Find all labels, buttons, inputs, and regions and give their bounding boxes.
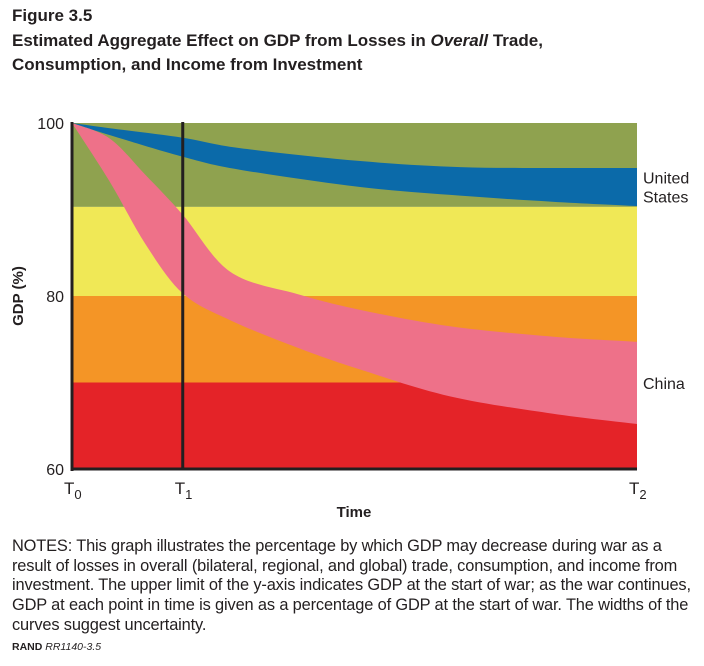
figure-notes: NOTES: This graph illustrates the percen…	[12, 537, 691, 634]
series-band-china	[72, 123, 637, 425]
x-tick-label: T2	[629, 479, 647, 502]
figure-title-line2: Consumption, and Income from Investment	[12, 55, 363, 74]
y-tick-label: 60	[46, 462, 64, 479]
x-tick-labels: T0 T1 T2	[64, 479, 647, 502]
series-band-united-states	[72, 123, 637, 207]
y-tick-label: 100	[37, 116, 64, 133]
x-axis-label: Time	[337, 504, 372, 521]
series-label: China	[643, 376, 685, 393]
figure-title-part2: Trade,	[488, 31, 543, 50]
y-axis-label: GDP (%)	[10, 266, 27, 326]
series-label: United	[643, 171, 689, 188]
x-tick-label: T1	[175, 479, 193, 502]
x-tick-label: T0	[64, 479, 82, 502]
figure-label: Figure 3.5	[12, 6, 93, 25]
figure-title-italic: Overall	[430, 31, 489, 50]
series-labels: United States China	[643, 171, 689, 393]
figure-title: Estimated Aggregate Effect on GDP from L…	[12, 29, 692, 77]
axes	[70, 122, 637, 471]
figure-title-part1: Estimated Aggregate Effect on GDP from L…	[12, 31, 431, 50]
source-org: RAND	[12, 641, 43, 653]
figure-source: RAND RR1140-3.5	[12, 641, 101, 653]
series-label: States	[643, 190, 688, 207]
y-tick-labels: 100 80 60	[37, 116, 64, 479]
series-layer	[72, 123, 637, 425]
chart: 100 80 60 T0 T1 T2 United States China GDP (%)…	[10, 116, 689, 521]
y-tick-label: 80	[46, 289, 64, 306]
source-id: RR1140-3.5	[45, 641, 102, 653]
